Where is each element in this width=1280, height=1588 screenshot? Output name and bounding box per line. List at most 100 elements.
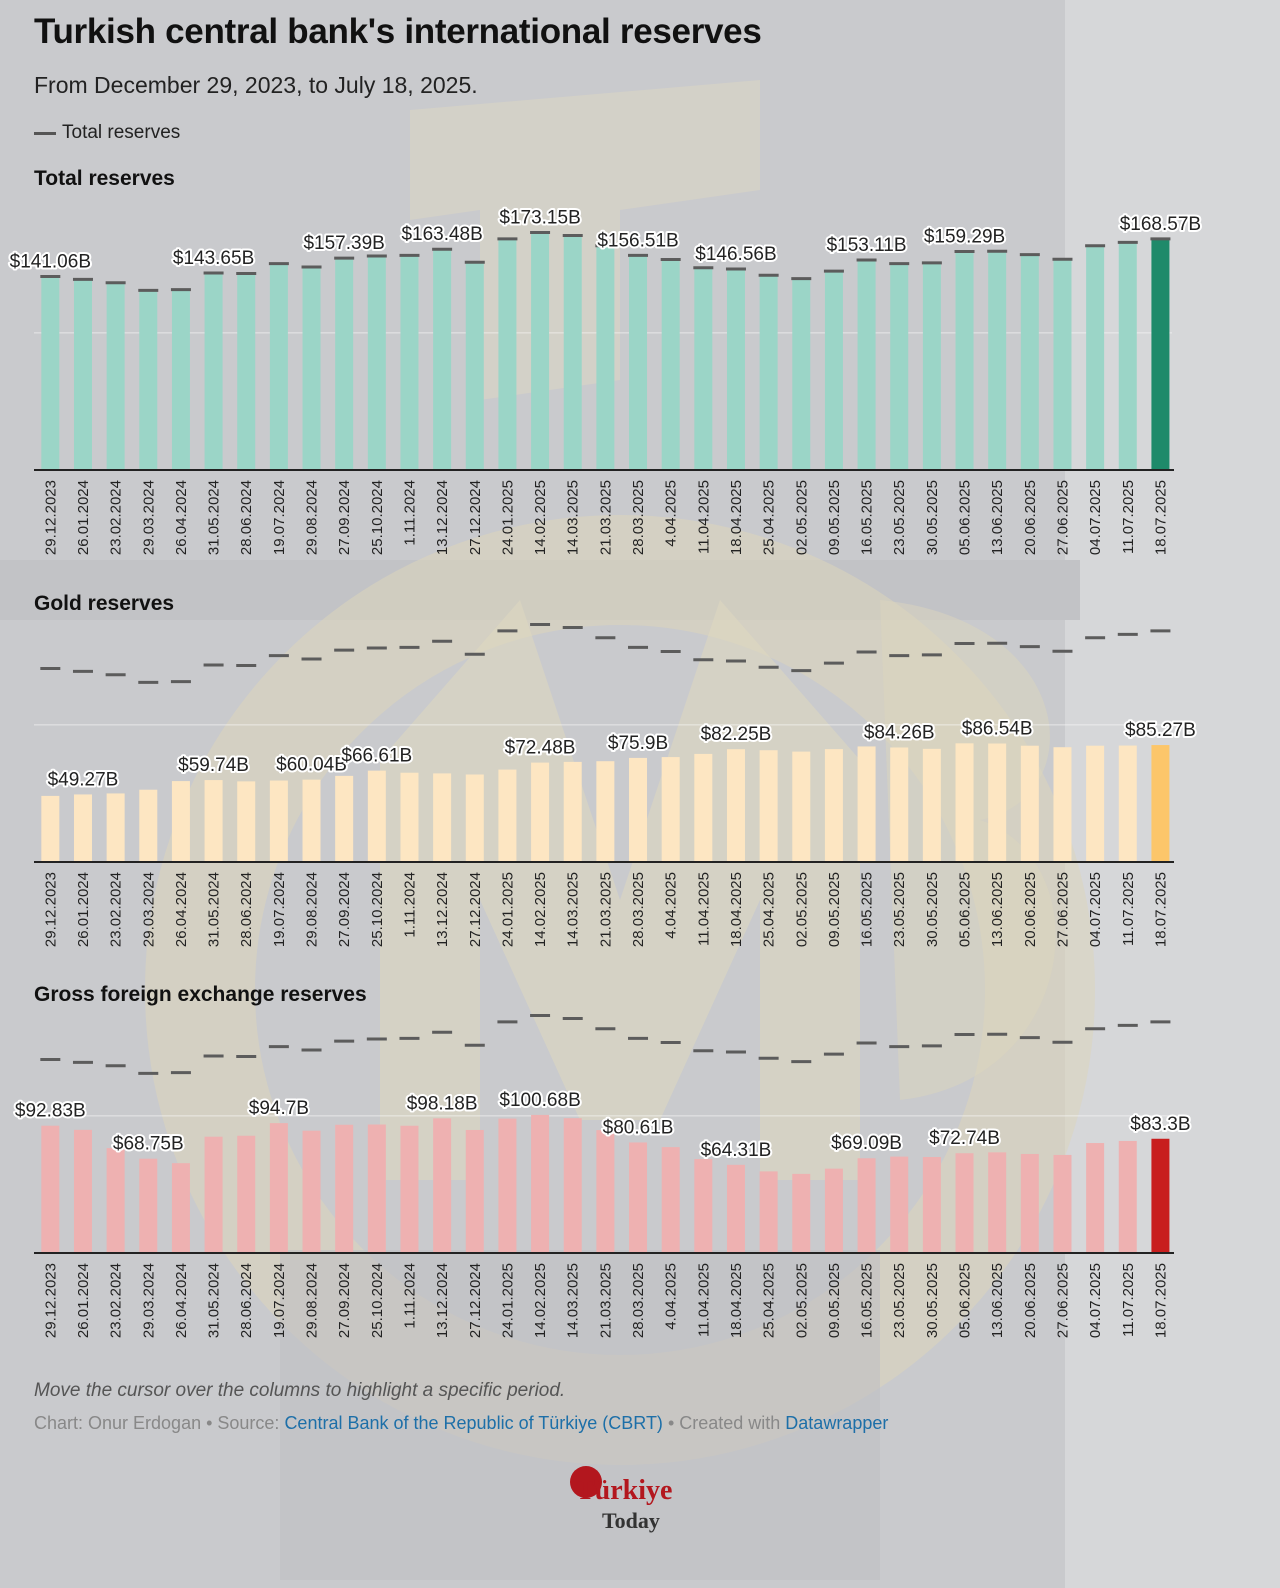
bar-1.11.2024[interactable]: [400, 1125, 419, 1253]
bar-28.06.2024[interactable]: [237, 781, 256, 862]
bar-14.02.2025[interactable]: [531, 762, 550, 862]
datawrapper-link[interactable]: Datawrapper: [785, 1413, 889, 1433]
bar-27.06.2025[interactable]: [1053, 259, 1072, 470]
bar-26.01.2024[interactable]: [73, 1129, 92, 1253]
bar-21.03.2025[interactable]: [596, 761, 615, 862]
bar-05.06.2025[interactable]: [955, 743, 974, 862]
bar-25.10.2024[interactable]: [367, 1124, 386, 1253]
bar-11.04.2025[interactable]: [694, 1159, 713, 1253]
bar-14.02.2025[interactable]: [531, 1114, 550, 1253]
bar-13.06.2025[interactable]: [988, 743, 1007, 862]
bar-19.07.2024[interactable]: [269, 780, 288, 862]
bar-28.06.2024[interactable]: [237, 273, 256, 470]
bar-02.05.2025[interactable]: [792, 278, 811, 470]
bar-13.06.2025[interactable]: [988, 251, 1007, 470]
bar-16.05.2025[interactable]: [857, 746, 876, 862]
bar-1.11.2024[interactable]: [400, 255, 419, 470]
bar-24.01.2025[interactable]: [498, 1118, 517, 1253]
bar-04.07.2025[interactable]: [1086, 245, 1105, 470]
bar-26.04.2024[interactable]: [171, 1163, 190, 1253]
bar-29.03.2024[interactable]: [139, 1158, 158, 1253]
bar-29.03.2024[interactable]: [139, 290, 158, 470]
bar-25.10.2024[interactable]: [367, 770, 386, 862]
bar-09.05.2025[interactable]: [824, 749, 843, 862]
bar-13.12.2024[interactable]: [433, 249, 452, 470]
bar-28.03.2025[interactable]: [629, 255, 648, 470]
bar-31.05.2024[interactable]: [204, 780, 223, 862]
bar-16.05.2025[interactable]: [857, 260, 876, 470]
bar-26.04.2024[interactable]: [171, 289, 190, 470]
bar-11.04.2025[interactable]: [694, 267, 713, 470]
bar-29.08.2024[interactable]: [302, 779, 321, 862]
bar-27.09.2024[interactable]: [335, 775, 354, 862]
bar-23.05.2025[interactable]: [890, 747, 909, 862]
bar-18.04.2025[interactable]: [726, 749, 745, 862]
bar-30.05.2025[interactable]: [922, 1157, 941, 1253]
bar-13.12.2024[interactable]: [433, 773, 452, 862]
bar-27.06.2025[interactable]: [1053, 1154, 1072, 1253]
bar-18.04.2025[interactable]: [726, 269, 745, 470]
bar-23.02.2024[interactable]: [106, 282, 125, 470]
bar-04.07.2025[interactable]: [1086, 1143, 1105, 1253]
bar-16.05.2025[interactable]: [857, 1158, 876, 1253]
bar-27.09.2024[interactable]: [335, 1124, 354, 1253]
bar-02.05.2025[interactable]: [792, 751, 811, 862]
bar-27.12.2024[interactable]: [465, 774, 484, 862]
bar-31.05.2024[interactable]: [204, 1136, 223, 1253]
bar-18.07.2025[interactable]: [1151, 745, 1170, 862]
bar-14.02.2025[interactable]: [531, 232, 550, 470]
source-link[interactable]: Central Bank of the Republic of Türkiye …: [284, 1413, 663, 1433]
bar-25.10.2024[interactable]: [367, 256, 386, 470]
bar-18.07.2025[interactable]: [1151, 238, 1170, 470]
bar-29.03.2024[interactable]: [139, 789, 158, 862]
bar-19.07.2024[interactable]: [269, 1123, 288, 1253]
bar-27.06.2025[interactable]: [1053, 747, 1072, 862]
bar-21.03.2025[interactable]: [596, 1130, 615, 1253]
bar-05.06.2025[interactable]: [955, 1153, 974, 1253]
bar-23.02.2024[interactable]: [106, 1148, 125, 1253]
bar-11.04.2025[interactable]: [694, 753, 713, 862]
bar-23.02.2024[interactable]: [106, 793, 125, 862]
bar-26.04.2024[interactable]: [171, 781, 190, 862]
bar-20.06.2025[interactable]: [1020, 1153, 1039, 1253]
bar-23.05.2025[interactable]: [890, 1156, 909, 1253]
bar-13.12.2024[interactable]: [433, 1118, 452, 1253]
bar-29.08.2024[interactable]: [302, 267, 321, 470]
bar-18.07.2025[interactable]: [1151, 1138, 1170, 1253]
bar-11.07.2025[interactable]: [1118, 745, 1137, 862]
bar-4.04.2025[interactable]: [661, 259, 680, 470]
bar-23.05.2025[interactable]: [890, 263, 909, 470]
bar-04.07.2025[interactable]: [1086, 745, 1105, 862]
bar-18.04.2025[interactable]: [726, 1164, 745, 1253]
bar-28.03.2025[interactable]: [629, 757, 648, 862]
bar-30.05.2025[interactable]: [922, 262, 941, 470]
bar-11.07.2025[interactable]: [1118, 242, 1137, 470]
bar-30.05.2025[interactable]: [922, 748, 941, 862]
bar-13.06.2025[interactable]: [988, 1152, 1007, 1253]
bar-24.01.2025[interactable]: [498, 238, 517, 470]
bar-09.05.2025[interactable]: [824, 271, 843, 470]
bar-29.12.2023[interactable]: [41, 795, 60, 862]
bar-21.03.2025[interactable]: [596, 245, 615, 470]
bar-25.04.2025[interactable]: [759, 1171, 778, 1253]
bar-28.03.2025[interactable]: [629, 1142, 648, 1253]
bar-29.12.2023[interactable]: [41, 276, 60, 470]
bar-28.06.2024[interactable]: [237, 1135, 256, 1253]
bar-4.04.2025[interactable]: [661, 1147, 680, 1253]
bar-20.06.2025[interactable]: [1020, 254, 1039, 470]
bar-26.01.2024[interactable]: [73, 794, 92, 862]
bar-29.08.2024[interactable]: [302, 1130, 321, 1253]
bar-27.12.2024[interactable]: [465, 1129, 484, 1253]
bar-29.12.2023[interactable]: [41, 1125, 60, 1253]
bar-14.03.2025[interactable]: [563, 761, 582, 862]
bar-11.07.2025[interactable]: [1118, 1140, 1137, 1253]
bar-27.12.2024[interactable]: [465, 262, 484, 470]
bar-14.03.2025[interactable]: [563, 235, 582, 470]
bar-09.05.2025[interactable]: [824, 1168, 843, 1253]
bar-4.04.2025[interactable]: [661, 757, 680, 862]
bar-1.11.2024[interactable]: [400, 772, 419, 862]
bar-14.03.2025[interactable]: [563, 1118, 582, 1253]
bar-25.04.2025[interactable]: [759, 275, 778, 470]
bar-24.01.2025[interactable]: [498, 769, 517, 862]
bar-25.04.2025[interactable]: [759, 750, 778, 862]
